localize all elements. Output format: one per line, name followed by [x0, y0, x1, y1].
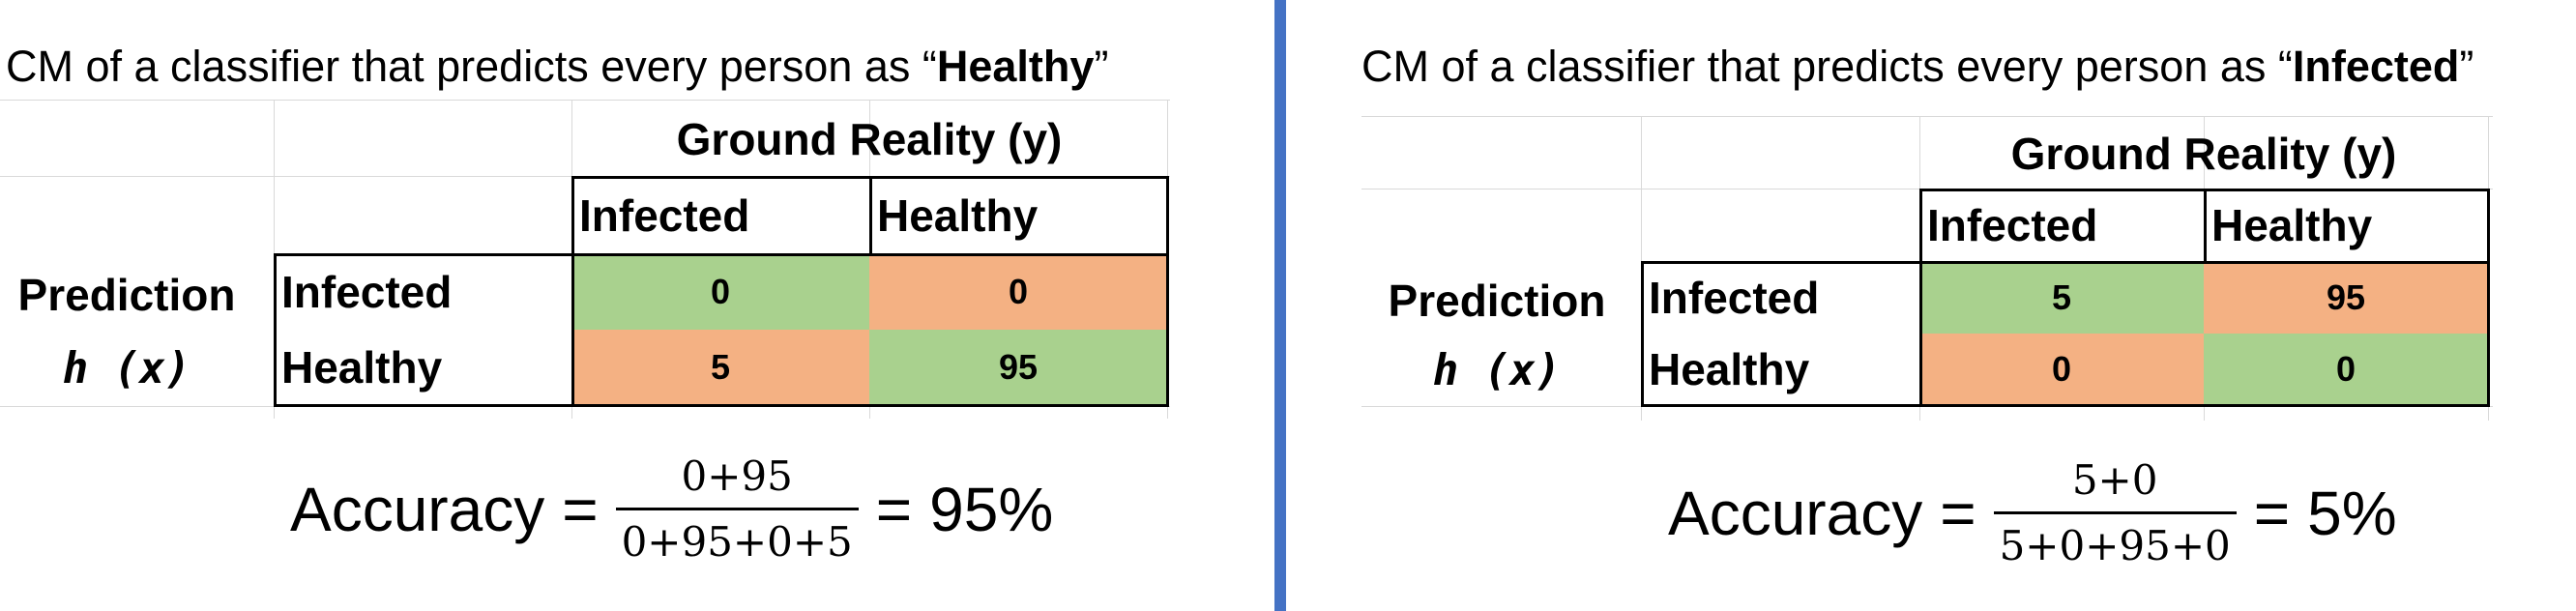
fraction-numerator: 0+95 — [681, 452, 793, 500]
title-suffix: ” — [2459, 42, 2474, 91]
accuracy-fraction: 0+95 0+95+0+5 — [615, 452, 859, 566]
cm-cell-tn: 95 — [869, 330, 1167, 405]
title-suffix: ” — [1094, 42, 1109, 91]
title-prefix: CM of a classifier that predicts every p… — [1361, 42, 2293, 91]
panel-title: CM of a classifier that predicts every p… — [6, 44, 1108, 88]
title-prefix: CM of a classifier that predicts every p… — [6, 42, 937, 91]
title-bold: Infected — [2292, 42, 2460, 91]
ground-reality-header: Ground Reality (y) — [2010, 128, 2397, 179]
cm-cell-tn: 0 — [2204, 334, 2488, 405]
row-label-healthy: Healthy — [281, 342, 443, 393]
col-label-infected: Infected — [1927, 200, 2098, 250]
row-label-infected: Infected — [1649, 273, 1820, 323]
fraction-denominator: 0+95+0+5 — [621, 518, 853, 566]
cm-cell-tp: 5 — [1919, 262, 2204, 334]
cm-cell-fp: 0 — [869, 254, 1167, 330]
cm-cell-fn: 5 — [571, 330, 869, 405]
accuracy-formula: Accuracy = 5+0 5+0+95+0 = 5% — [1668, 456, 2397, 569]
ground-reality-header: Ground Reality (y) — [676, 113, 1063, 164]
title-bold: Healthy — [936, 42, 1095, 91]
fraction-bar — [615, 508, 859, 510]
accuracy-fraction: 5+0 5+0+95+0 — [1993, 456, 2237, 569]
hx-label: h (x) — [62, 344, 191, 393]
cm-cell-tp: 0 — [571, 254, 869, 330]
hx-label: h (x) — [1432, 346, 1562, 395]
panel-divider — [1274, 0, 1286, 611]
col-label-healthy: Healthy — [2211, 200, 2373, 250]
equals-sign: = — [1940, 478, 1976, 548]
panel-title: CM of a classifier that predicts every p… — [1361, 44, 2474, 88]
cm-cell-fp: 95 — [2204, 262, 2488, 334]
equals-sign: = — [562, 474, 599, 544]
prediction-label: Prediction — [1388, 276, 1606, 326]
row-label-infected: Infected — [281, 267, 453, 317]
accuracy-formula: Accuracy = 0+95 0+95+0+5 = 95% — [290, 452, 1053, 566]
col-label-infected: Infected — [579, 189, 750, 241]
prediction-label: Prediction — [17, 270, 236, 320]
accuracy-result: 95% — [929, 474, 1054, 544]
accuracy-word: Accuracy — [1668, 478, 1923, 548]
equals-sign: = — [875, 474, 913, 544]
left-panel: CM of a classifier that predicts every p… — [0, 0, 1274, 611]
equals-sign: = — [2253, 478, 2291, 548]
accuracy-word: Accuracy — [290, 474, 545, 544]
row-label-healthy: Healthy — [1649, 344, 1810, 394]
fraction-denominator: 5+0+95+0 — [1999, 522, 2231, 569]
fraction-numerator: 5+0 — [2071, 456, 2158, 504]
accuracy-result: 5% — [2307, 478, 2397, 548]
fraction-bar — [1993, 511, 2237, 514]
col-label-healthy: Healthy — [877, 189, 1039, 241]
right-panel: CM of a classifier that predicts every p… — [1286, 0, 2576, 611]
cm-cell-fn: 0 — [1919, 334, 2204, 405]
